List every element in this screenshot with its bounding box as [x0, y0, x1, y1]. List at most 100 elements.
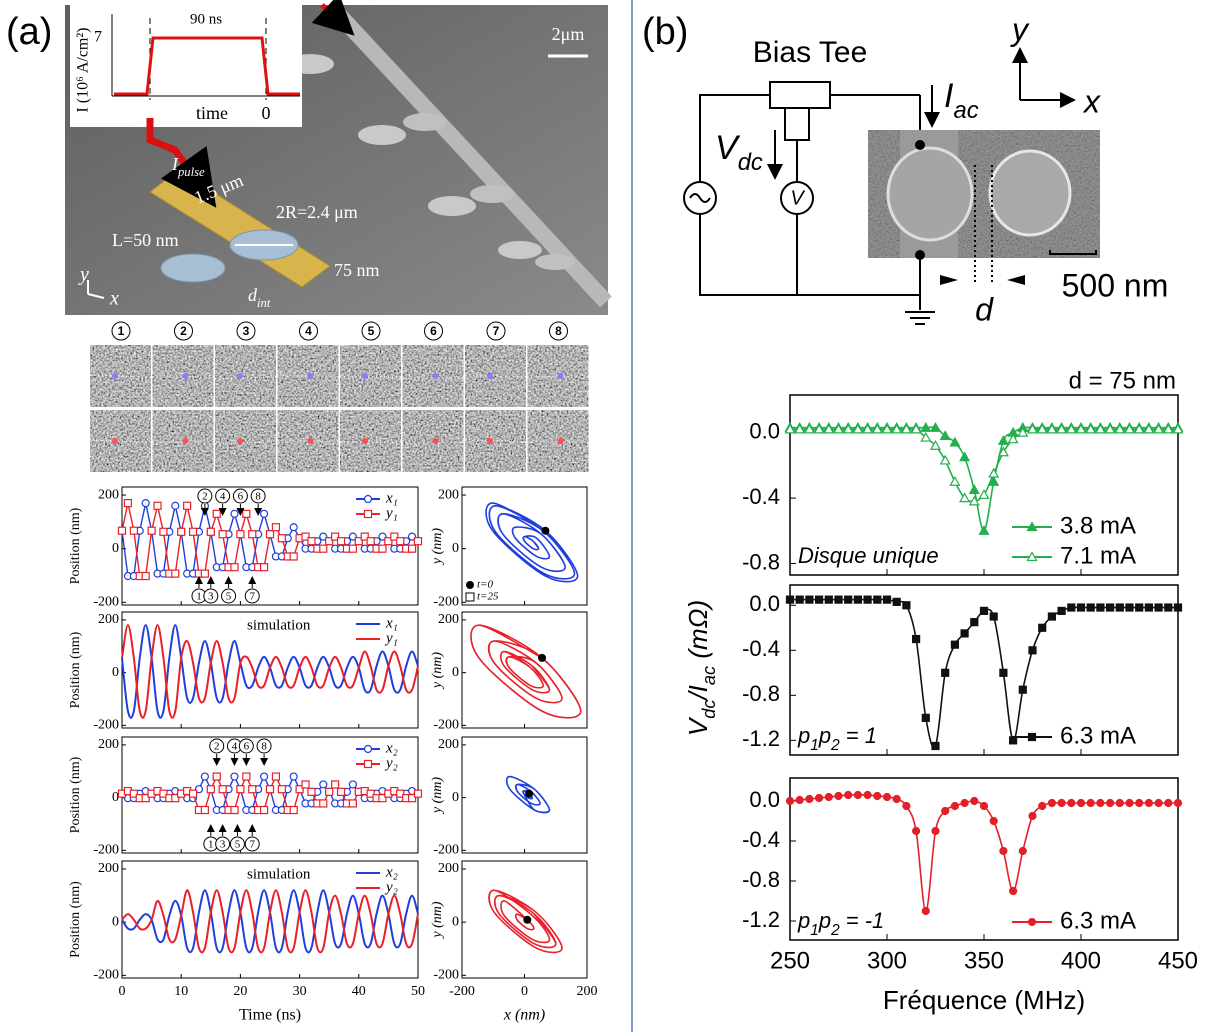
- data-point: [1076, 603, 1086, 612]
- data-point: [289, 805, 298, 815]
- y-tick-label: 200: [438, 612, 459, 627]
- marker-circle: [197, 488, 213, 504]
- marker-label: 2: [202, 491, 208, 503]
- frame-number: 4: [305, 324, 312, 338]
- pulse-xtick: 0: [262, 103, 271, 123]
- y-axis-label: y (nm): [430, 901, 445, 939]
- frame-image: [90, 345, 151, 407]
- data-point: [230, 563, 239, 572]
- text-part: Disque unique: [798, 543, 939, 568]
- data-point: [794, 423, 806, 434]
- data-point: [1164, 798, 1173, 808]
- data-point: [921, 713, 930, 722]
- text-part: /I: [683, 685, 713, 701]
- data-point: [805, 595, 814, 604]
- text-part: V: [683, 716, 713, 736]
- core-dot: [112, 373, 118, 379]
- frame-number-circle: [111, 321, 131, 341]
- axis-y: y: [1010, 11, 1030, 47]
- frame-number-circle: [236, 321, 256, 341]
- core-dot: [487, 438, 493, 444]
- data-point: [1144, 798, 1154, 808]
- annotation: simulation: [247, 617, 311, 633]
- annotation: p1p2 = -1: [797, 908, 884, 939]
- marker-circle: [209, 738, 225, 754]
- data-point: [1153, 423, 1165, 434]
- data-point: [1067, 798, 1076, 808]
- data-point: [271, 523, 281, 532]
- phase-trajectory: [485, 502, 579, 583]
- data-point: [363, 759, 373, 769]
- data-point: [378, 532, 387, 541]
- data-point: [1065, 423, 1077, 434]
- annotation: p1p2 = 1: [797, 723, 877, 754]
- data-point: [413, 789, 423, 798]
- data-point: [929, 422, 942, 432]
- frame-number-circle: [486, 321, 506, 341]
- data-point: [319, 532, 328, 541]
- data-point: [1154, 603, 1163, 612]
- data-point: [407, 544, 417, 553]
- y-tick-label: 0: [452, 790, 459, 805]
- text-part: dc: [699, 700, 719, 719]
- y-tick-label: -0.4: [742, 484, 780, 509]
- legend-label: x₂: [385, 864, 398, 880]
- current-label: Iac: [944, 77, 979, 124]
- data-point: [1026, 521, 1038, 532]
- data-point: [1105, 603, 1115, 612]
- data-point: [920, 431, 932, 442]
- data-point: [1018, 685, 1027, 694]
- legend-label: x₁: [385, 615, 398, 631]
- data-point: [863, 595, 872, 604]
- marker-label: 3: [220, 839, 226, 851]
- text-part: ac: [699, 666, 719, 685]
- data-point: [1096, 603, 1105, 612]
- data-point: [1144, 603, 1154, 612]
- data-point: [307, 537, 316, 546]
- data-point: [242, 772, 251, 781]
- thickness-label: L=50 nm: [112, 230, 179, 250]
- text-part: I: [171, 154, 179, 174]
- chart-title: d = 75 nm: [1069, 367, 1176, 394]
- frame-number-circle: [424, 321, 443, 341]
- data-point: [863, 790, 872, 800]
- marker-circle: [244, 836, 260, 852]
- data-point: [265, 530, 275, 539]
- marker-circle: [232, 488, 248, 504]
- axis-y: y: [78, 264, 89, 286]
- data-point: [1008, 886, 1018, 896]
- data-point: [242, 509, 251, 518]
- data-point: [141, 498, 150, 508]
- data-point: [336, 537, 346, 546]
- data-point: [795, 595, 804, 604]
- data-point: [959, 492, 971, 503]
- x-axis-label: Time (ns): [239, 1007, 301, 1024]
- data-point: [1038, 623, 1047, 632]
- data-point: [396, 537, 405, 546]
- data-point: [289, 552, 298, 561]
- data-point: [159, 789, 168, 798]
- data-point: [949, 436, 961, 447]
- data-point: [319, 799, 328, 808]
- frame-number: 5: [368, 324, 375, 338]
- y-tick-label: -200: [93, 595, 119, 610]
- data-point: [1075, 423, 1087, 434]
- annotation: Disque unique: [798, 543, 939, 568]
- data-point: [785, 796, 795, 806]
- marker-circle: [244, 588, 260, 604]
- data-point: [852, 423, 864, 434]
- x-tick-label: 450: [1158, 947, 1198, 974]
- data-point: [1038, 801, 1047, 811]
- data-point: [218, 785, 227, 794]
- data-point: [1133, 423, 1145, 434]
- data-point: [360, 532, 369, 541]
- data-point: [911, 634, 921, 644]
- data-point: [277, 534, 286, 543]
- data-point: [159, 527, 168, 536]
- data-point: [941, 806, 950, 816]
- data-point: [842, 423, 854, 434]
- frame-number-circle: [361, 321, 381, 341]
- data-point: [212, 772, 221, 781]
